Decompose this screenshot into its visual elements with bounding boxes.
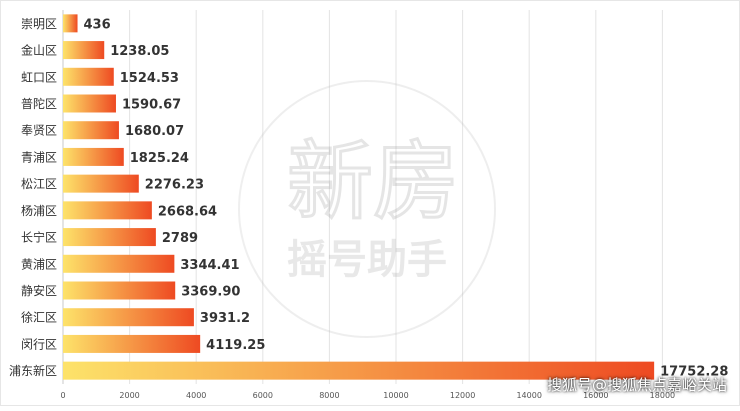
category-label: 金山区 [21, 43, 57, 58]
footer-credit: 搜狐号@搜狐焦点嘉峪关站 [546, 376, 727, 394]
x-tick-label: 0 [60, 391, 65, 400]
x-tick-label: 2000 [119, 391, 139, 400]
category-label: 松江区 [21, 177, 57, 191]
category-labels: 崇明区金山区虹口区普陀区奉贤区青浦区松江区杨浦区长宁区黄浦区静安区徐汇区闵行区浦… [9, 17, 57, 378]
category-label: 崇明区 [21, 17, 57, 31]
grid-lines [129, 10, 663, 384]
bar [63, 147, 124, 166]
value-label: 2668.64 [158, 204, 217, 219]
value-label: 3369.90 [181, 285, 240, 300]
value-labels: 436 1238.05 1524.53 1590.67 1680.07 1825.24 22… [84, 17, 729, 379]
value-label: 4119.25 [206, 338, 265, 353]
bars [63, 14, 655, 380]
category-label: 杨浦区 [21, 203, 57, 218]
bar [63, 254, 175, 273]
watermark-line2: 摇号助手 [287, 237, 447, 283]
category-label: 奉贤区 [21, 124, 57, 138]
watermark: 新房 摇号助手 [238, 80, 496, 338]
x-tick-label: 14000 [516, 391, 541, 400]
value-label: 1238.05 [110, 44, 169, 59]
x-tick-label: 16000 [583, 391, 608, 400]
bar [63, 334, 201, 353]
category-label: 徐汇区 [21, 310, 57, 325]
bar [63, 67, 114, 86]
category-label: 静安区 [21, 283, 57, 298]
category-label: 黄浦区 [21, 257, 57, 271]
x-axis-ticks: 0 2000 4000 6000 8000 10000 12000 14000 16000 180… [60, 391, 675, 400]
x-tick-label: 10000 [383, 391, 408, 400]
value-label: 3344.41 [180, 258, 239, 273]
value-label: 3931.2 [200, 311, 250, 326]
bar [63, 174, 139, 193]
bar [63, 281, 176, 300]
bar [63, 41, 105, 60]
bar [63, 201, 152, 220]
category-label: 长宁区 [21, 230, 57, 245]
value-label: 1590.67 [122, 98, 181, 113]
category-label: 虹口区 [21, 70, 57, 84]
value-label: 2276.23 [145, 178, 204, 193]
value-label: 1680.07 [125, 124, 184, 139]
value-label: 1825.24 [130, 151, 189, 166]
category-label: 普陀区 [21, 96, 57, 111]
bar [63, 361, 655, 380]
x-tick-label: 18000 [650, 391, 675, 400]
bar [63, 14, 78, 33]
value-label: 17752.28 [660, 365, 728, 380]
x-tick-label: 4000 [186, 391, 206, 400]
bar [63, 94, 116, 113]
value-label: 1524.53 [120, 71, 179, 86]
bar [63, 228, 156, 247]
category-label: 青浦区 [21, 150, 57, 164]
category-label: 闵行区 [21, 336, 57, 351]
category-label: 浦东新区 [9, 363, 57, 378]
x-tick-label: 12000 [450, 391, 475, 400]
watermark-line1: 新房 [287, 132, 459, 232]
value-label: 2789 [162, 231, 198, 246]
x-tick-label: 6000 [253, 391, 273, 400]
value-label: 436 [84, 17, 111, 32]
x-tick-label: 8000 [319, 391, 339, 400]
bar [63, 121, 119, 140]
bar [63, 308, 194, 327]
